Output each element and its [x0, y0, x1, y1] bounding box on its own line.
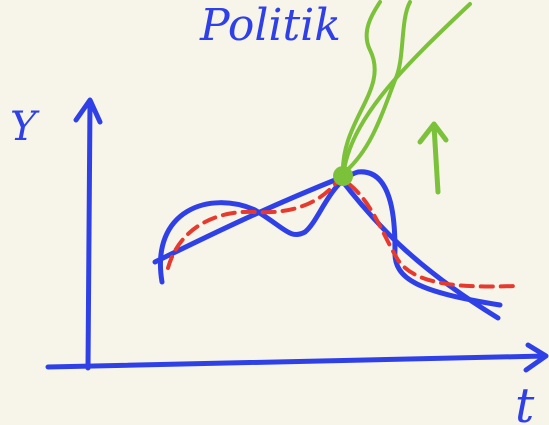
sketch: Politik Y t: [0, 0, 549, 425]
y-axis-label: Y: [10, 104, 40, 150]
title: Politik: [199, 0, 341, 51]
x-axis-label: t: [515, 378, 535, 425]
